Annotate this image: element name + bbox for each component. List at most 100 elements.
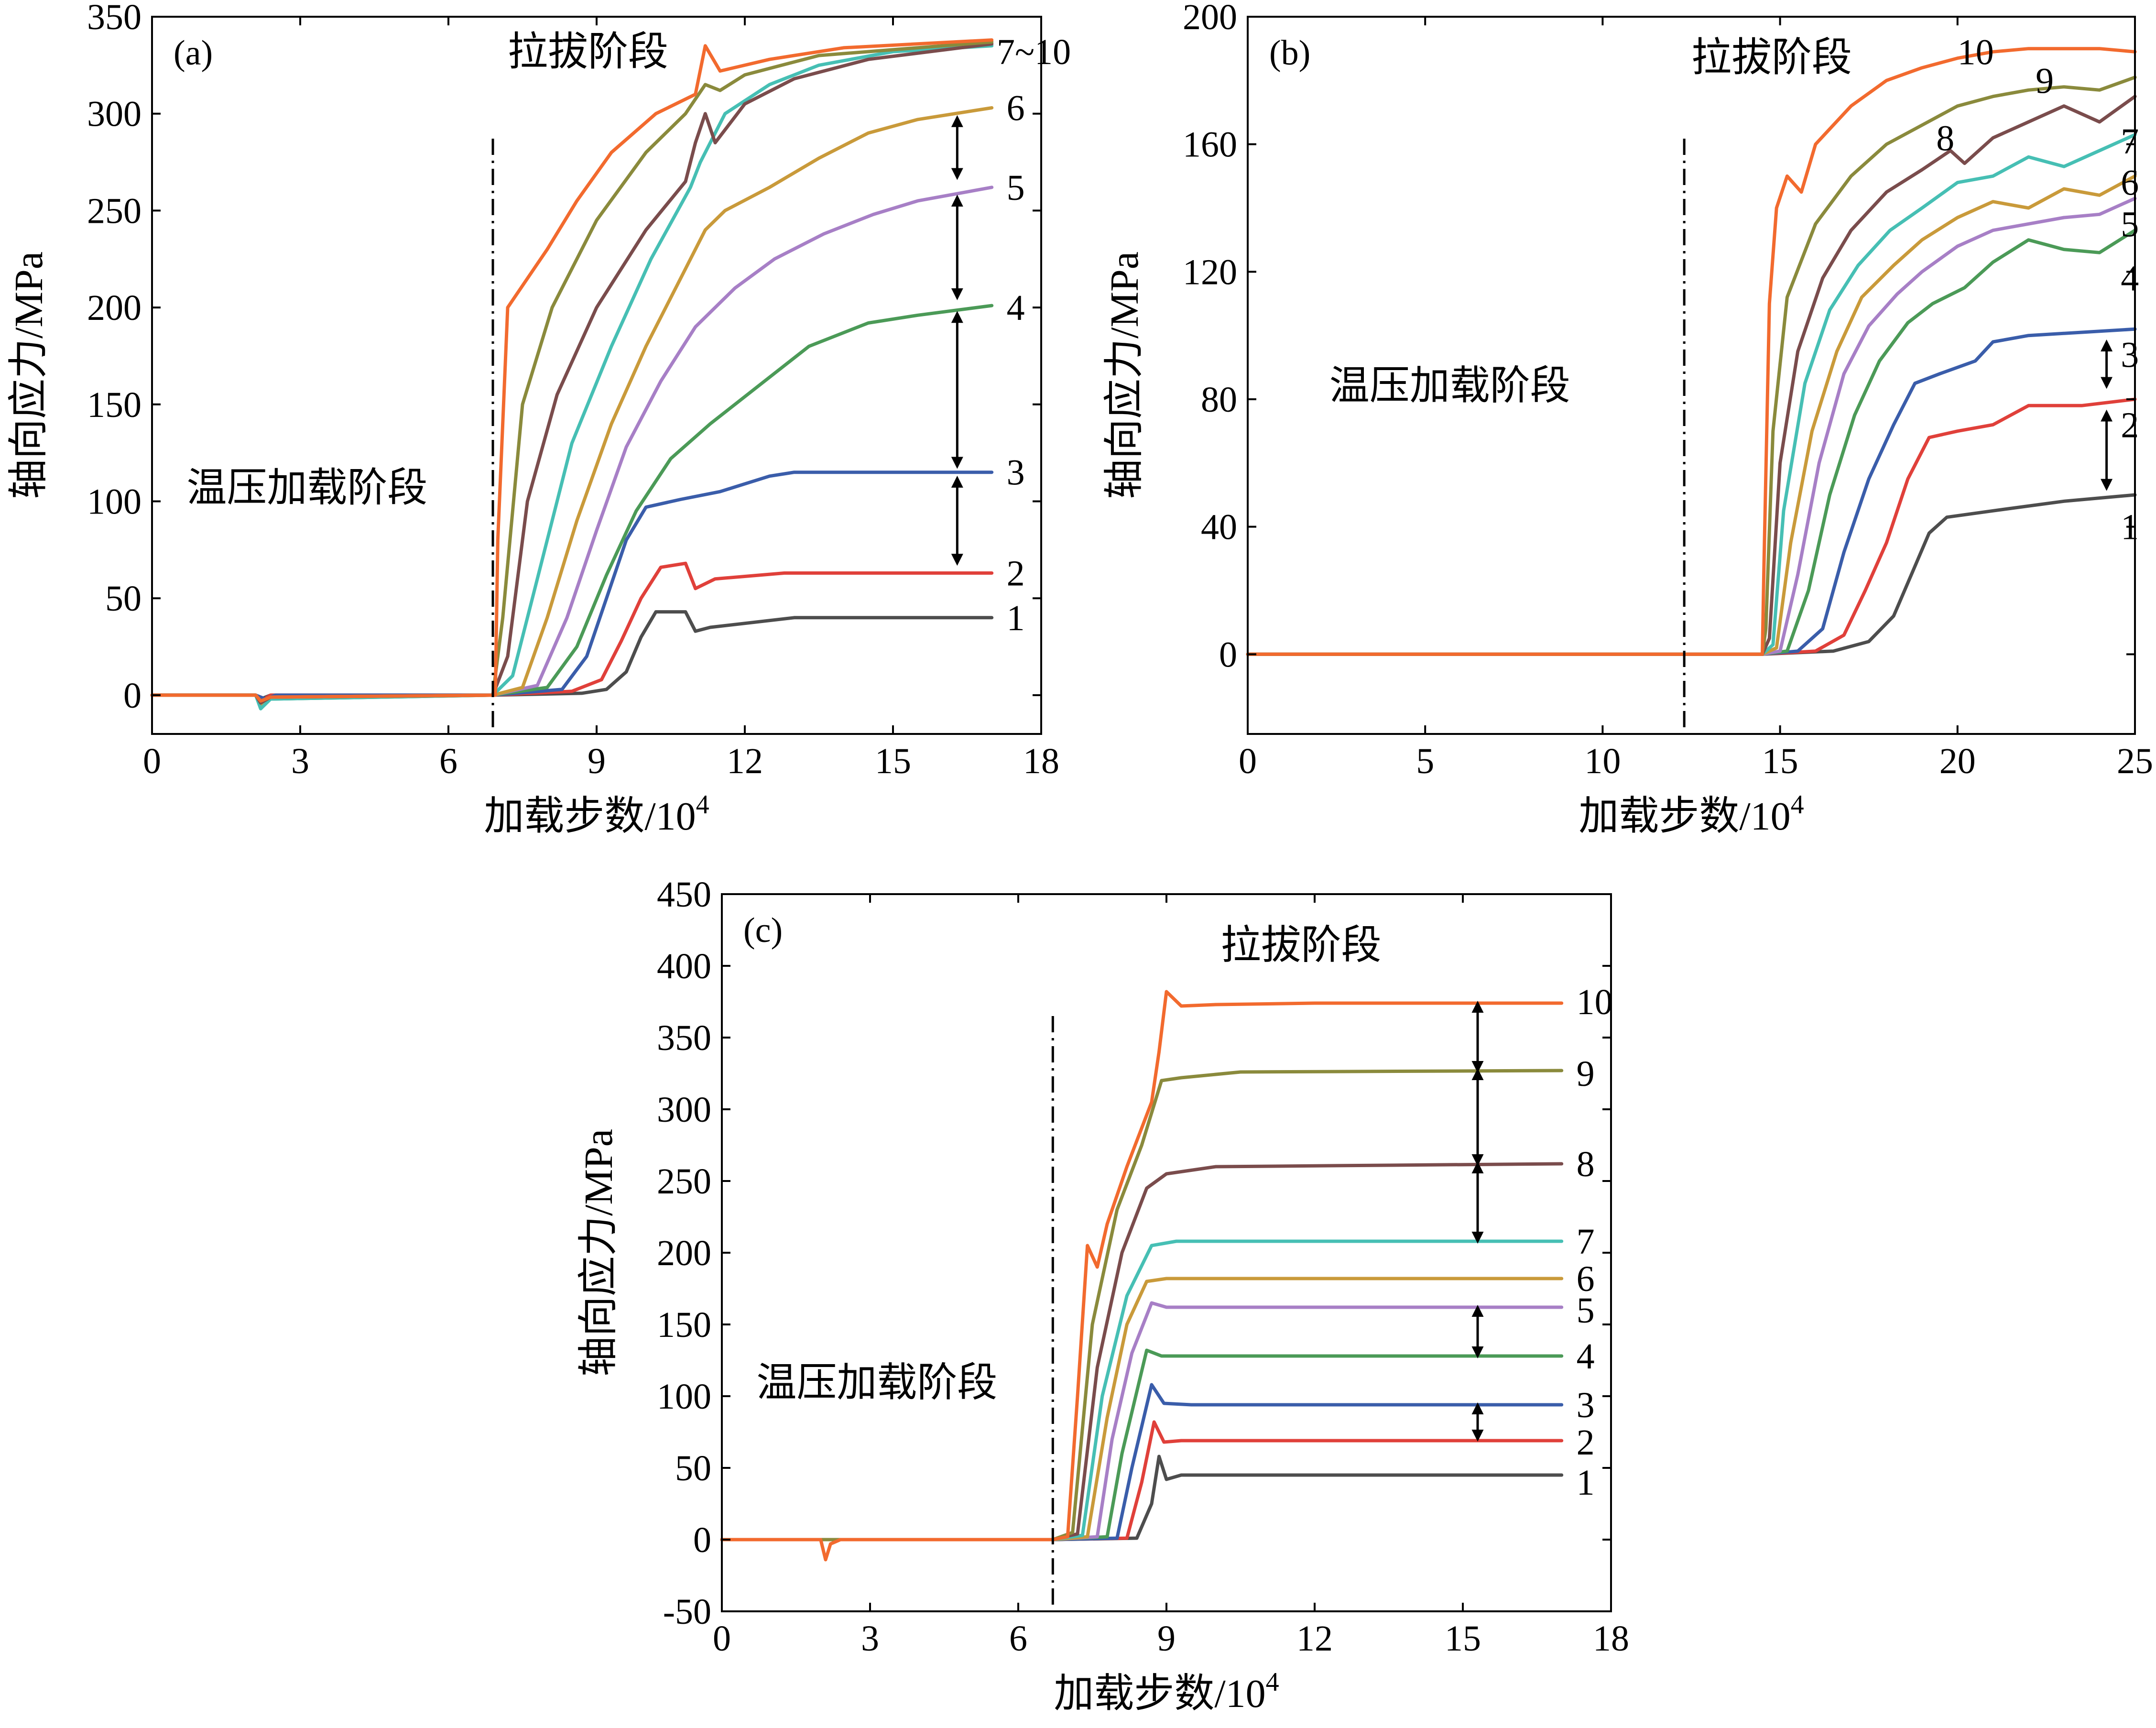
stage-label-loading-b: 温压加载阶段 (1329, 364, 1570, 408)
y-axis-label-b: 轴向应力/MPa (1102, 252, 1147, 499)
panel-b: 0 5 10 15 20 2504080120160200加载步数/104轴向应力/MPa… (1102, 0, 2153, 839)
panel-tag-b: (b) (1269, 33, 1310, 73)
x-tick-label-c: 3 (861, 1619, 879, 1659)
y-tick-label-c: 50 (675, 1448, 711, 1488)
curve-label-b-10: 10 (1958, 32, 1994, 72)
x-axis-label-exponent-c: 4 (1266, 1667, 1279, 1697)
series-line-b-5 (1246, 197, 2137, 656)
y-tick-label-c: 300 (657, 1090, 711, 1130)
y-tick-label-b: 40 (1201, 507, 1237, 547)
x-tick-label-c: 9 (1157, 1619, 1176, 1659)
x-axis-label-text-b: 加载步数/10 (1579, 794, 1790, 839)
series-line-b-2 (1246, 397, 2137, 656)
curve-label-c-10: 10 (1577, 982, 1613, 1022)
curve-label-c-2: 2 (1577, 1422, 1595, 1463)
stage-label-pullout-a: 拉拔阶段 (508, 30, 668, 74)
x-tick-label-b: 5 (1416, 741, 1434, 781)
x-tick-label-c: 6 (1009, 1619, 1027, 1659)
curve-label-b-6: 6 (2121, 163, 2139, 203)
curve-label-b-8: 8 (1936, 118, 1954, 158)
panel-a: 0 3 6 9 12 15 18050100150200250300350加载步数/104轴… (7, 0, 1071, 839)
curve-label-b-9: 9 (2036, 61, 2054, 101)
curve-label-c-8: 8 (1577, 1144, 1595, 1184)
x-tick-label-a: 9 (588, 741, 606, 781)
y-tick-label-a: 150 (87, 385, 142, 425)
series-line-a-2 (150, 561, 994, 703)
stage-label-pullout-b: 拉拔阶段 (1691, 35, 1852, 80)
y-tick-label-a: 100 (87, 482, 142, 522)
curve-label-c-3: 3 (1577, 1385, 1595, 1425)
y-axis-label-c: 轴向应力/MPa (577, 1129, 621, 1377)
y-axis-label-a: 轴向应力/MPa (7, 252, 51, 499)
x-tick-label-c: 18 (1593, 1619, 1629, 1659)
series-line-c-9 (720, 1069, 1564, 1542)
y-tick-label-a: 200 (87, 288, 142, 328)
series-line-b-8 (1246, 95, 2137, 656)
y-tick-label-a: 50 (105, 579, 142, 619)
x-tick-label-b: 25 (2117, 741, 2153, 781)
x-tick-label-a: 6 (439, 741, 457, 781)
curve-label-a-5: 5 (1007, 168, 1025, 208)
x-tick-label-c: 0 (713, 1619, 731, 1659)
x-tick-label-b: 10 (1584, 741, 1621, 781)
curve-label-c-6: 6 (1577, 1259, 1595, 1299)
series-line-a-10 (150, 38, 994, 703)
series-line-c-1 (720, 1455, 1564, 1542)
x-tick-label-a: 18 (1023, 741, 1059, 781)
curve-label-a-4: 4 (1007, 288, 1025, 328)
x-tick-label-a: 15 (875, 741, 911, 781)
x-tick-label-a: 12 (727, 741, 763, 781)
plot-frame-b (1247, 16, 2136, 735)
x-axis-label-exponent-a: 4 (696, 790, 709, 820)
curve-label-c-5: 5 (1577, 1291, 1595, 1331)
y-tick-label-c: 0 (693, 1520, 711, 1560)
x-axis-label-a: 加载步数/104 (484, 790, 709, 839)
series-line-b-4 (1246, 229, 2137, 656)
y-tick-label-c: 450 (657, 875, 711, 915)
panel-tag-c: (c) (743, 911, 783, 950)
stage-label-loading-c: 温压加载阶段 (756, 1361, 997, 1405)
y-tick-label-b: 80 (1201, 380, 1237, 420)
curve-label-b-1: 1 (2121, 507, 2139, 547)
y-tick-label-a: 300 (87, 94, 142, 134)
x-tick-label-c: 15 (1445, 1619, 1481, 1659)
x-tick-label-b: 15 (1762, 741, 1798, 781)
panel-c: 0 3 6 9 12 15 18-50050100150200250300350400450… (577, 875, 1629, 1716)
y-tick-label-b: 160 (1183, 125, 1237, 165)
curve-label-b-7: 7 (2121, 121, 2139, 162)
y-tick-label-c: -50 (663, 1592, 711, 1632)
curve-label-a-7~10: 7~10 (997, 32, 1071, 72)
series-line-c-3 (720, 1383, 1564, 1542)
y-tick-label-c: 400 (657, 946, 711, 986)
curve-label-a-6: 6 (1007, 88, 1025, 129)
series-line-c-2 (720, 1420, 1564, 1542)
curve-label-b-3: 3 (2121, 335, 2139, 375)
series-line-b-7 (1246, 133, 2137, 656)
series-line-b-1 (1246, 493, 2137, 656)
x-tick-label-b: 20 (1939, 741, 1976, 781)
curve-label-c-7: 7 (1577, 1222, 1595, 1262)
series-line-b-6 (1246, 174, 2137, 656)
y-tick-label-c: 150 (657, 1305, 711, 1345)
x-axis-label-text-a: 加载步数/10 (484, 794, 696, 839)
y-tick-label-a: 250 (87, 191, 142, 231)
series-line-b-3 (1246, 327, 2137, 656)
y-tick-label-b: 200 (1183, 0, 1237, 37)
y-tick-label-c: 350 (657, 1018, 711, 1058)
stage-label-pullout-c: 拉拔阶段 (1221, 923, 1382, 968)
x-axis-label-c: 加载步数/104 (1054, 1667, 1279, 1716)
y-tick-label-a: 0 (123, 676, 142, 716)
x-axis-label-text-c: 加载步数/10 (1054, 1672, 1265, 1716)
y-tick-label-b: 120 (1183, 252, 1237, 292)
x-axis-label-b: 加载步数/104 (1579, 790, 1804, 839)
stage-label-loading-a: 温压加载阶段 (186, 466, 427, 511)
curve-label-b-4: 4 (2121, 259, 2139, 299)
y-tick-label-c: 200 (657, 1233, 711, 1273)
curve-label-b-2: 2 (2121, 405, 2139, 445)
x-axis-label-exponent-b: 4 (1791, 790, 1804, 820)
series-line-b-9 (1246, 76, 2137, 656)
y-tick-label-c: 100 (657, 1377, 711, 1417)
x-tick-label-b: 0 (1239, 741, 1257, 781)
curve-label-a-1: 1 (1007, 598, 1025, 638)
